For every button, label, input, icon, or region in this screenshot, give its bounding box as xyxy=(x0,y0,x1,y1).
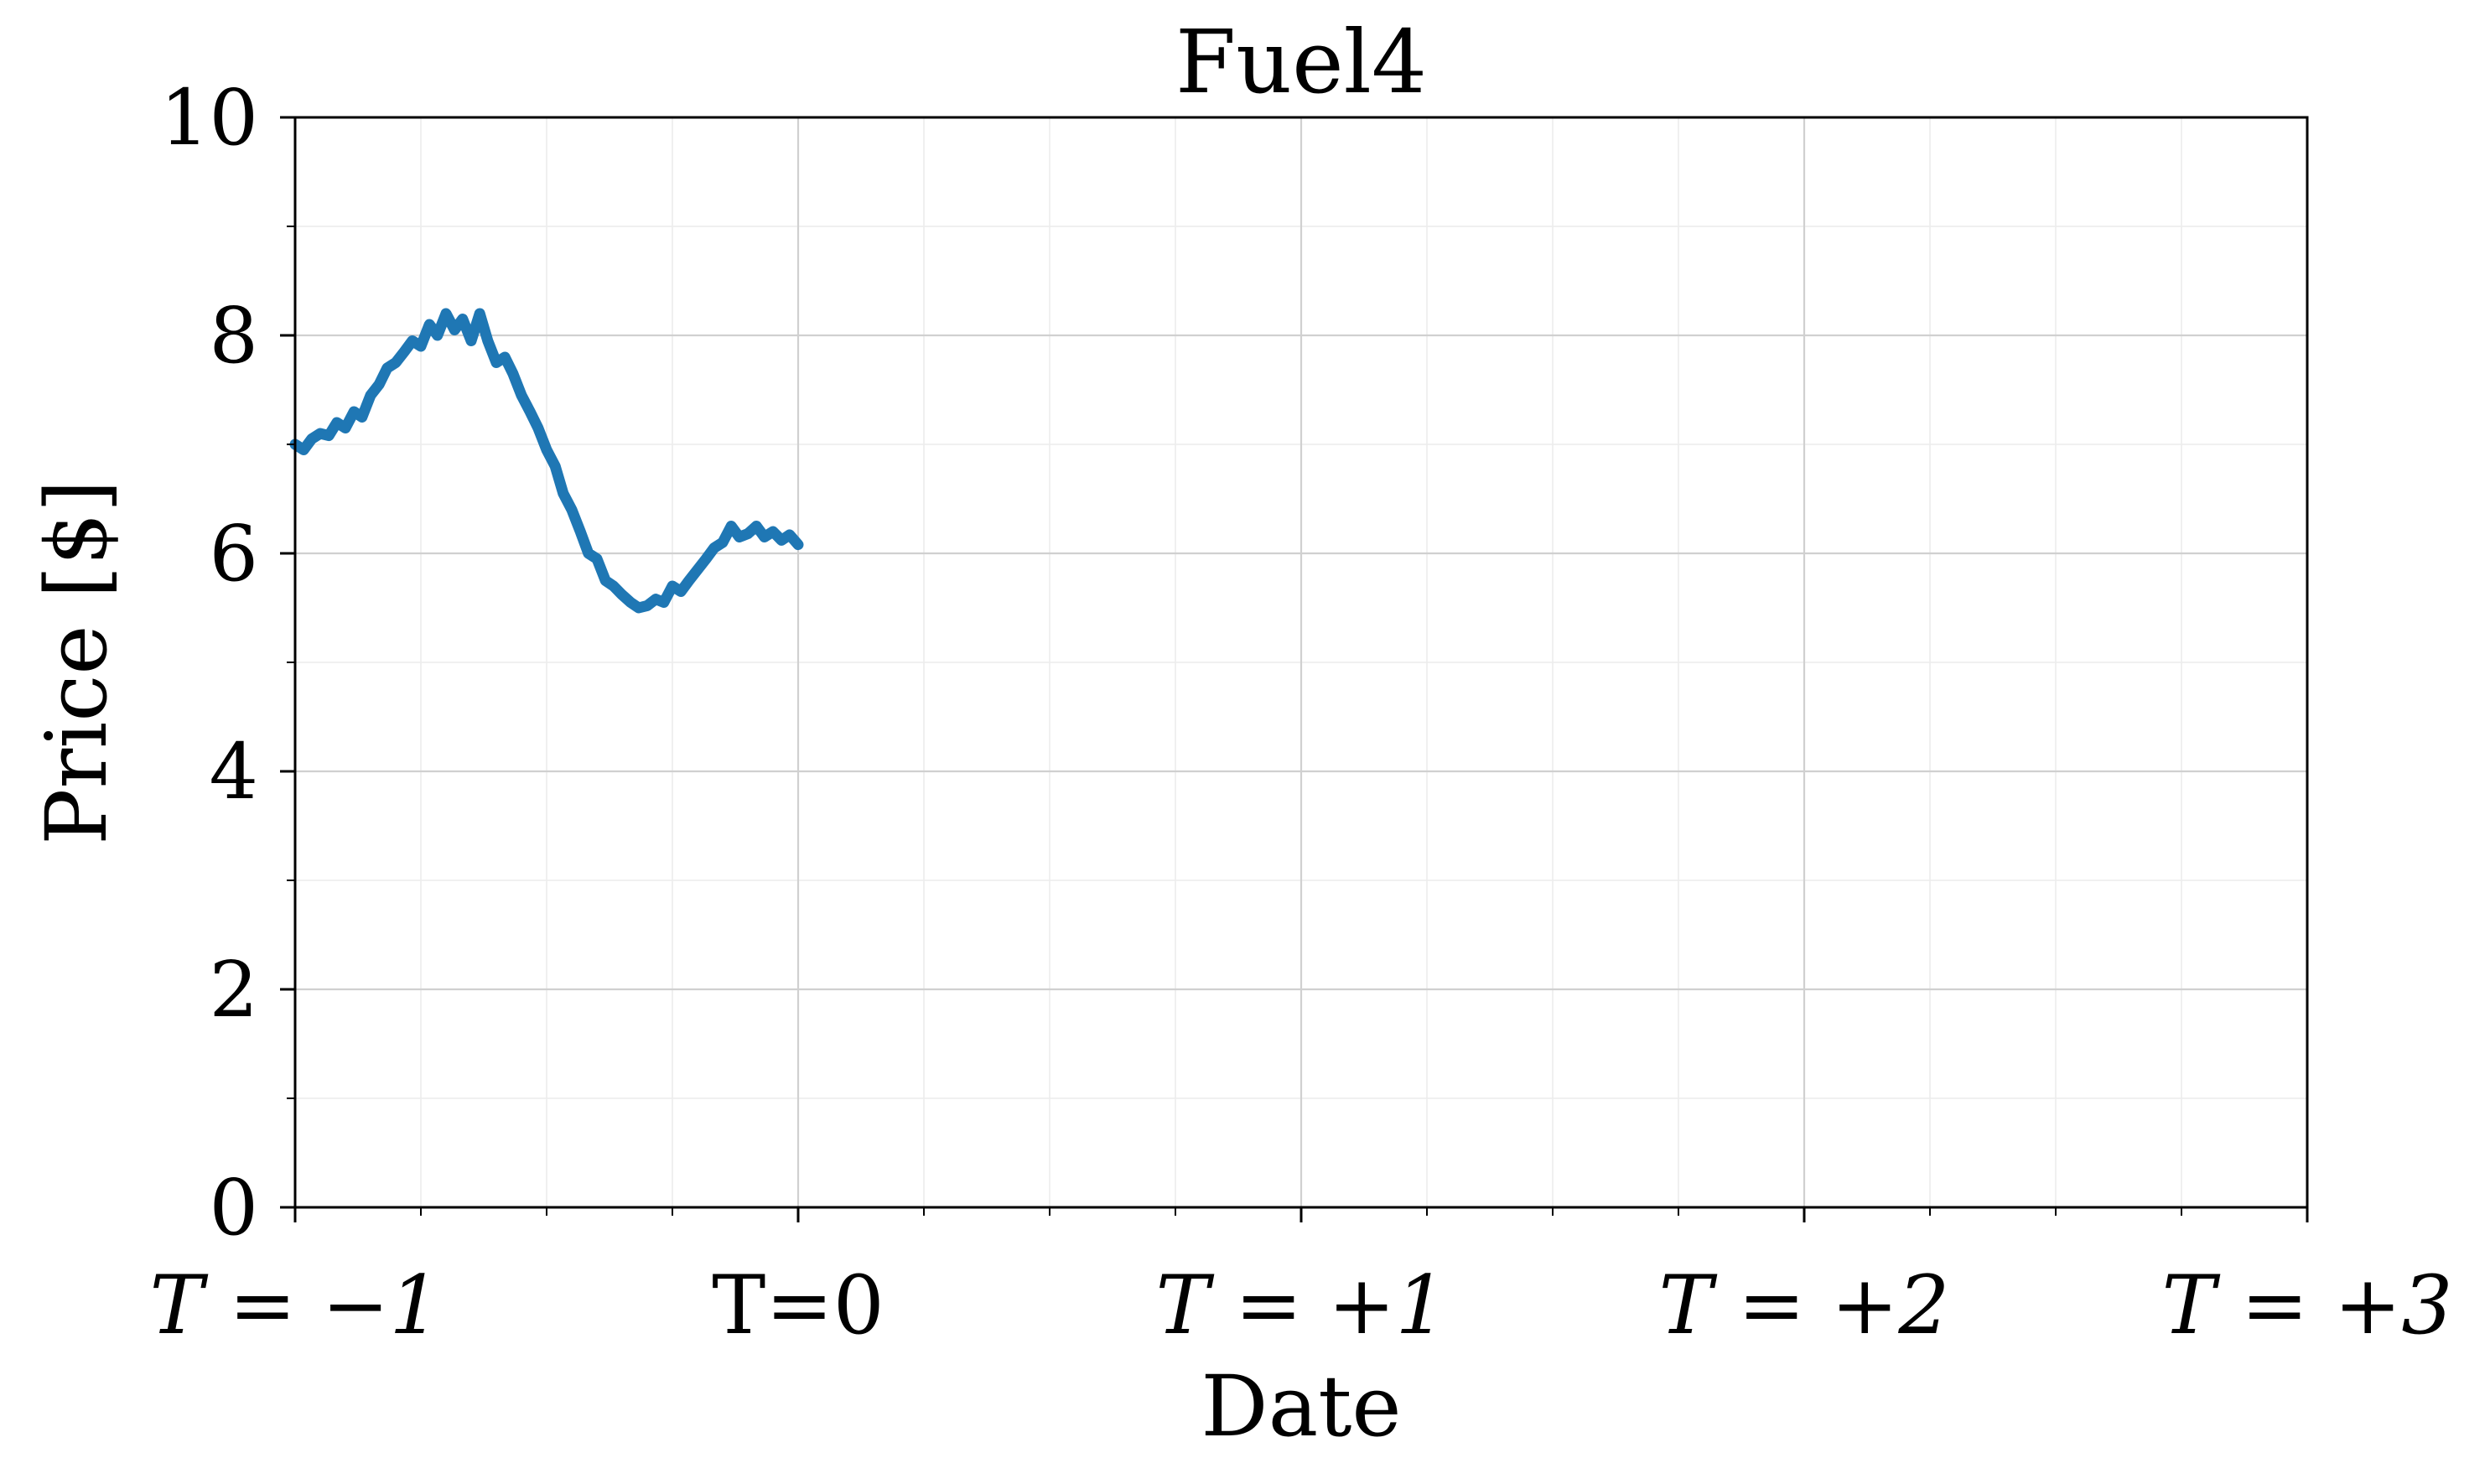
y-tick-label: 4 xyxy=(209,727,258,817)
x-axis-label: Date xyxy=(1201,1357,1401,1455)
y-tick-label: 10 xyxy=(160,73,258,163)
axis-ticks xyxy=(280,116,2309,1222)
y-tick-labels: 0 2 4 6 8 10 xyxy=(160,73,258,1253)
y-axis-label: Price [$] xyxy=(28,480,126,845)
x-tick-labels: T = −1 T=0 T = +1 T = +2 T = +3 xyxy=(149,1258,2452,1352)
chart-title: Fuel4 xyxy=(1175,11,1427,113)
y-tick-label: 8 xyxy=(209,291,258,381)
y-tick-label: 0 xyxy=(209,1163,258,1253)
x-tick-label: T=0 xyxy=(712,1258,884,1352)
major-gridlines xyxy=(295,117,2307,1207)
y-tick-label: 2 xyxy=(209,945,258,1035)
x-tick-label: T = +2 xyxy=(1658,1258,1949,1352)
series-layer xyxy=(289,308,804,614)
x-tick-label: T = +1 xyxy=(1155,1258,1446,1352)
price-series-line xyxy=(289,308,804,614)
y-tick-label: 6 xyxy=(209,509,258,599)
x-tick-label: T = +3 xyxy=(2161,1258,2452,1352)
x-tick-label: T = −1 xyxy=(149,1258,440,1352)
